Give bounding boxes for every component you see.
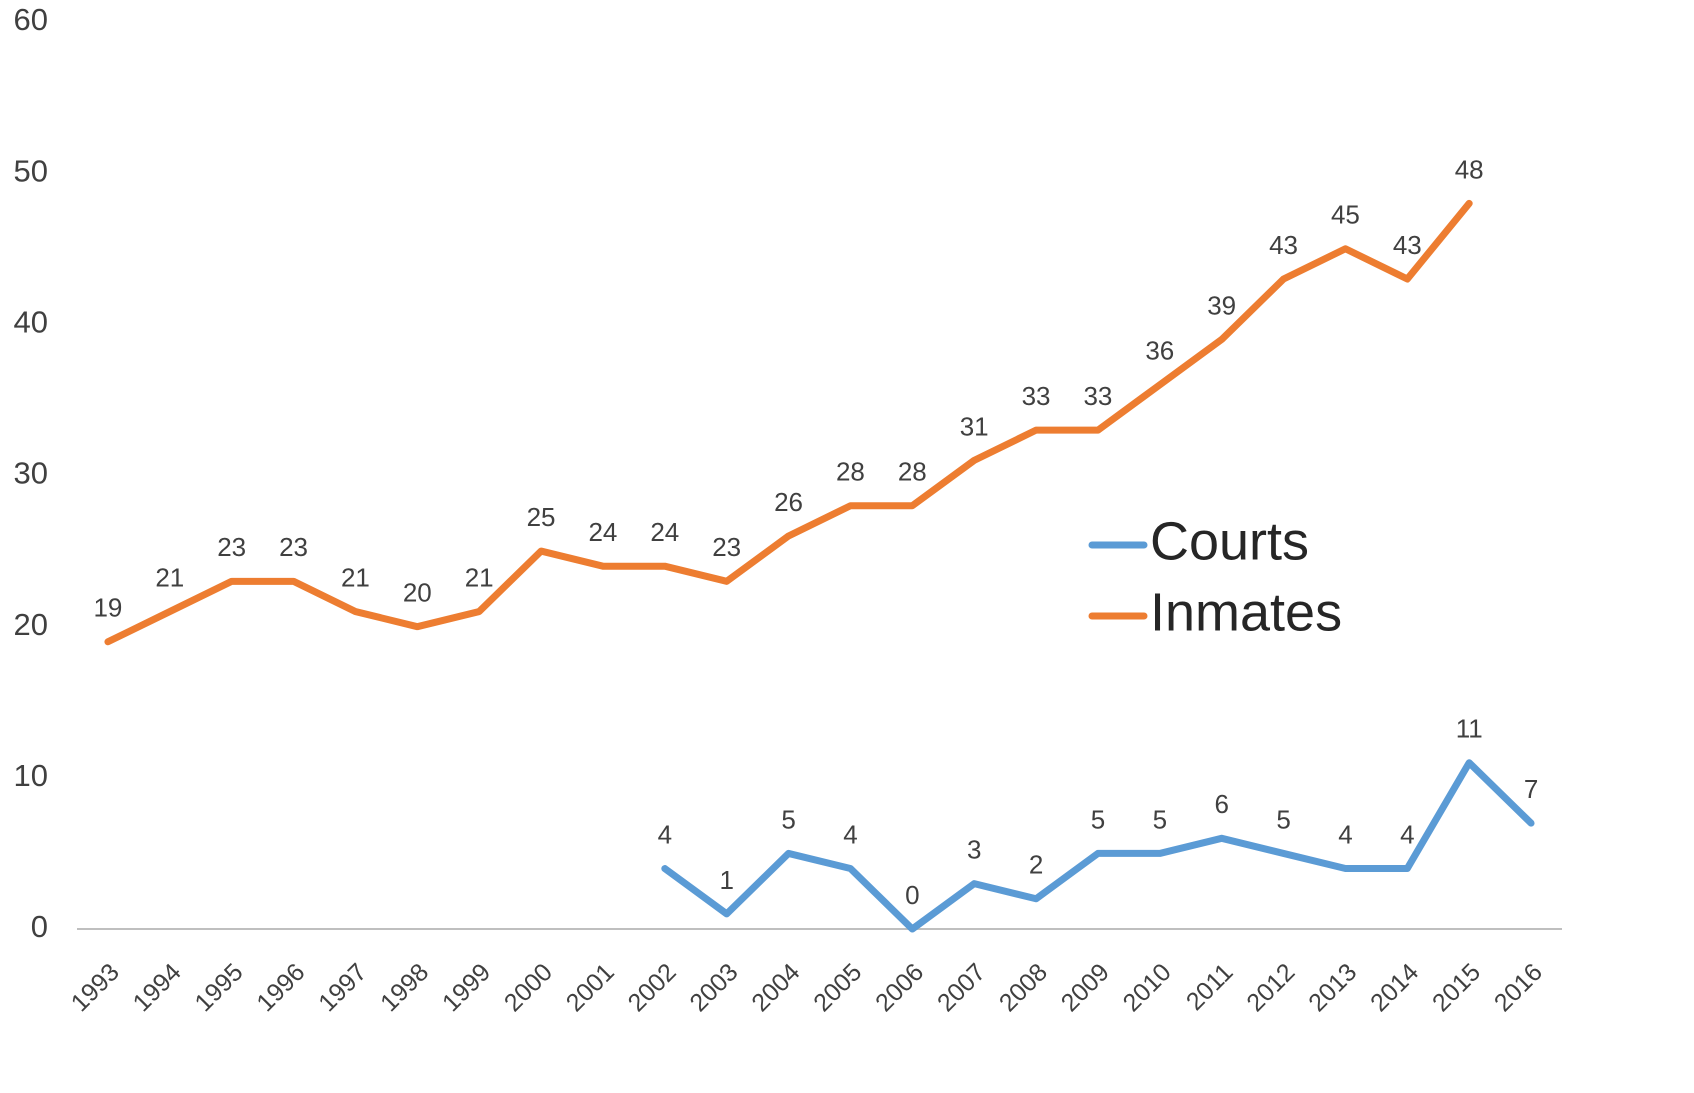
y-tick-label: 30 xyxy=(14,456,48,491)
x-tick-label: 2000 xyxy=(499,958,558,1017)
x-tick-label: 1997 xyxy=(313,958,372,1017)
x-tick-label: 1995 xyxy=(189,958,248,1017)
y-tick-label: 0 xyxy=(31,909,48,944)
x-tick-label: 2010 xyxy=(1118,958,1177,1017)
data-label: 45 xyxy=(1331,200,1360,230)
x-tick-label: 1999 xyxy=(437,958,496,1017)
line xyxy=(661,759,1535,933)
x-tick-label: 2012 xyxy=(1241,958,1300,1017)
x-tick-label: 2007 xyxy=(932,958,991,1017)
x-tick-label: 2015 xyxy=(1427,958,1486,1017)
data-label: 4 xyxy=(1338,819,1352,849)
legend-label: Courts xyxy=(1150,511,1309,571)
data-label: 24 xyxy=(588,517,617,547)
data-label: 5 xyxy=(1153,804,1167,834)
x-tick-label: 2011 xyxy=(1181,958,1239,1016)
data-label: 39 xyxy=(1207,290,1236,320)
data-label: 19 xyxy=(93,593,122,623)
data-label: 4 xyxy=(658,819,672,849)
data-label: 4 xyxy=(1400,819,1414,849)
y-tick-label: 10 xyxy=(14,758,48,793)
x-tick-label: 2014 xyxy=(1365,958,1424,1017)
data-label: 4 xyxy=(843,819,857,849)
x-tick-label: 2005 xyxy=(808,958,867,1017)
data-label: 21 xyxy=(155,562,184,592)
data-label: 26 xyxy=(774,487,803,517)
x-tick-label: 1993 xyxy=(66,958,125,1017)
data-label: 1 xyxy=(719,865,733,895)
x-tick-label: 2008 xyxy=(994,958,1053,1017)
data-label: 33 xyxy=(1083,381,1112,411)
x-tick-label: 2006 xyxy=(870,958,929,1017)
data-label: 11 xyxy=(1456,714,1483,744)
x-tick-label: 2003 xyxy=(684,958,743,1017)
x-tick-label: 2001 xyxy=(561,958,620,1017)
y-tick-label: 20 xyxy=(14,607,48,642)
legend-label: Inmates xyxy=(1150,582,1342,642)
data-label: 21 xyxy=(465,562,494,592)
data-label: 23 xyxy=(217,532,246,562)
data-label: 23 xyxy=(712,532,741,562)
data-label: 2 xyxy=(1029,850,1043,880)
data-label: 33 xyxy=(1022,381,1051,411)
data-label: 43 xyxy=(1269,230,1298,260)
line xyxy=(104,199,1473,646)
data-label: 5 xyxy=(1091,804,1105,834)
data-label: 43 xyxy=(1393,230,1422,260)
data-label: 48 xyxy=(1455,154,1484,184)
data-label: 28 xyxy=(836,457,865,487)
x-tick-label: 1998 xyxy=(375,958,434,1017)
data-label: 5 xyxy=(1276,804,1290,834)
data-label: 5 xyxy=(781,804,795,834)
data-label: 3 xyxy=(967,835,981,865)
y-tick-label: 50 xyxy=(14,153,48,188)
y-tick-label: 60 xyxy=(14,2,48,37)
data-label: 25 xyxy=(527,502,556,532)
data-label: 28 xyxy=(898,457,927,487)
x-tick-label: 2004 xyxy=(746,958,805,1017)
data-label: 23 xyxy=(279,532,308,562)
y-tick-label: 40 xyxy=(14,305,48,340)
x-tick-label: 2013 xyxy=(1303,958,1362,1017)
data-label: 20 xyxy=(403,578,432,608)
x-tick-label: 2002 xyxy=(623,958,682,1017)
data-label: 36 xyxy=(1145,336,1174,366)
data-label: 31 xyxy=(960,411,989,441)
data-label: 7 xyxy=(1524,774,1538,804)
x-tick-label: 2016 xyxy=(1489,958,1548,1017)
x-tick-label: 1994 xyxy=(128,958,187,1017)
data-label: 21 xyxy=(341,562,370,592)
x-tick-label: 1996 xyxy=(251,958,310,1017)
data-label: 6 xyxy=(1214,789,1228,819)
data-label: 24 xyxy=(650,517,679,547)
data-label: 0 xyxy=(905,880,919,910)
x-tick-label: 2009 xyxy=(1056,958,1115,1017)
